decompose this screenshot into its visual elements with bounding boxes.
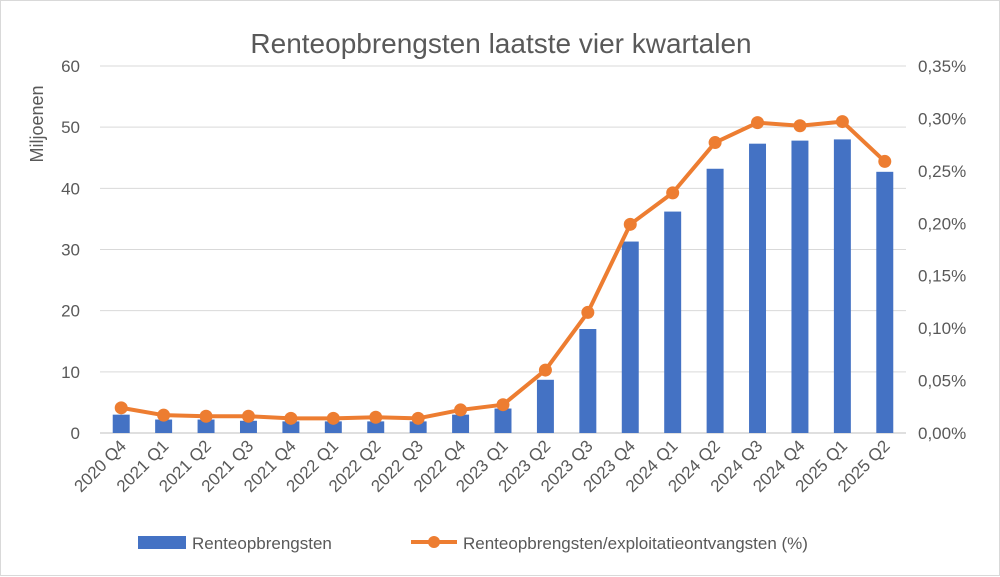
y2-tick-label: 0,00% (918, 424, 966, 443)
line-point (878, 154, 892, 168)
legend-label-bars: Renteopbrengsten (192, 534, 332, 553)
y-axis-ticks: 0 10 20 30 40 50 60 (61, 57, 80, 443)
line-point (369, 410, 383, 424)
chart-title: Renteopbrengsten laatste vier kwartalen (250, 28, 751, 59)
bar (579, 329, 597, 433)
line-point (496, 398, 510, 412)
y-tick-label: 10 (61, 363, 80, 382)
bar (536, 379, 554, 433)
line-point (708, 136, 722, 150)
line-series (114, 115, 892, 425)
line-path (120, 119, 887, 421)
bar-series (112, 139, 894, 433)
line-point (454, 403, 468, 417)
line-point (751, 116, 765, 130)
bar (494, 408, 512, 433)
line-point (835, 115, 849, 129)
line-point (326, 411, 340, 425)
bar (367, 421, 385, 433)
y2-tick-label: 0,25% (918, 162, 966, 181)
line-point (623, 217, 637, 231)
y-tick-label: 50 (61, 118, 80, 137)
legend: Renteopbrengsten Renteopbrengsten/exploi… (138, 534, 808, 553)
y2-tick-label: 0,20% (918, 214, 966, 233)
line-point (241, 409, 255, 423)
line-point (793, 119, 807, 133)
line-point (114, 401, 128, 415)
bar (749, 143, 767, 433)
y-tick-label: 0 (71, 424, 80, 443)
line-point (284, 411, 298, 425)
bar (621, 241, 639, 433)
bar (197, 419, 215, 433)
gridlines (100, 65, 906, 434)
y2-tick-label: 0,35% (918, 57, 966, 76)
y2-tick-label: 0,05% (918, 372, 966, 391)
y-tick-label: 30 (61, 241, 80, 260)
line-point (157, 408, 171, 422)
legend-swatch-marker (428, 536, 440, 548)
bar (409, 421, 427, 433)
bar (664, 211, 682, 433)
y-axis-label: Miljoenen (27, 85, 47, 162)
y2-tick-label: 0,10% (918, 319, 966, 338)
line-point (411, 411, 425, 425)
bar (452, 414, 470, 433)
y2-axis-ticks: 0,00% 0,05% 0,10% 0,15% 0,20% 0,25% 0,30% 0,35% (918, 57, 966, 443)
y2-tick-label: 0,30% (918, 109, 966, 128)
bar (791, 140, 809, 433)
bar (155, 419, 173, 433)
legend-label-line: Renteopbrengsten/exploitatieontvangsten … (463, 534, 808, 553)
line-point (581, 305, 595, 319)
line-point (666, 186, 680, 200)
line-point (199, 409, 213, 423)
bar (833, 139, 851, 433)
bar (239, 420, 257, 433)
y-tick-label: 60 (61, 57, 80, 76)
bar (112, 414, 130, 433)
bar (706, 168, 724, 433)
legend-swatch-bar (138, 536, 186, 549)
y-tick-label: 20 (61, 302, 80, 321)
bar (282, 421, 300, 433)
bar (876, 171, 894, 433)
y2-tick-label: 0,15% (918, 267, 966, 286)
bar (324, 421, 342, 433)
line-point (538, 363, 552, 377)
y-tick-label: 40 (61, 179, 80, 198)
